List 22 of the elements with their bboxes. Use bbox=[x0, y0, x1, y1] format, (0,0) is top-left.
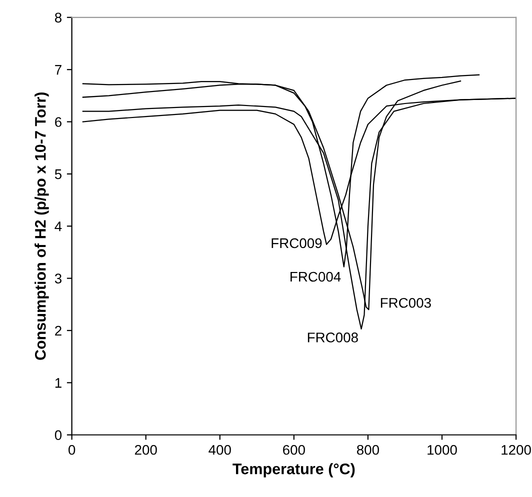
series-label: FRC004 bbox=[290, 272, 341, 282]
series-label: FRC009 bbox=[272, 238, 322, 248]
x-tick-label: 0 bbox=[68, 444, 76, 455]
y-axis-title: Consumption of H2 (p/po x 10-7 Torr) bbox=[34, 92, 49, 360]
x-tick-label: 1200 bbox=[502, 444, 531, 455]
x-tick-label: 800 bbox=[356, 444, 380, 455]
y-tick-label: 4 bbox=[54, 222, 62, 232]
y-tick-label: 0 bbox=[54, 430, 62, 440]
series-label: FRC008 bbox=[308, 332, 358, 342]
x-axis-title: Temperature (°C) bbox=[232, 463, 355, 478]
x-tick-label: 1000 bbox=[428, 444, 457, 455]
x-tick-label: 600 bbox=[283, 444, 305, 455]
y-tick-label: 2 bbox=[55, 326, 62, 336]
y-tick-label: 8 bbox=[54, 12, 62, 23]
y-tick-label: 7 bbox=[55, 65, 62, 75]
series-label: FRC003 bbox=[380, 298, 431, 308]
y-tick-label: 6 bbox=[55, 117, 62, 127]
y-tick-label: 1 bbox=[55, 378, 62, 388]
x-tick-label: 200 bbox=[134, 444, 157, 455]
y-tick-label: 5 bbox=[54, 169, 62, 180]
y-tick-label: 3 bbox=[54, 274, 62, 284]
x-tick-label: 400 bbox=[208, 444, 231, 455]
